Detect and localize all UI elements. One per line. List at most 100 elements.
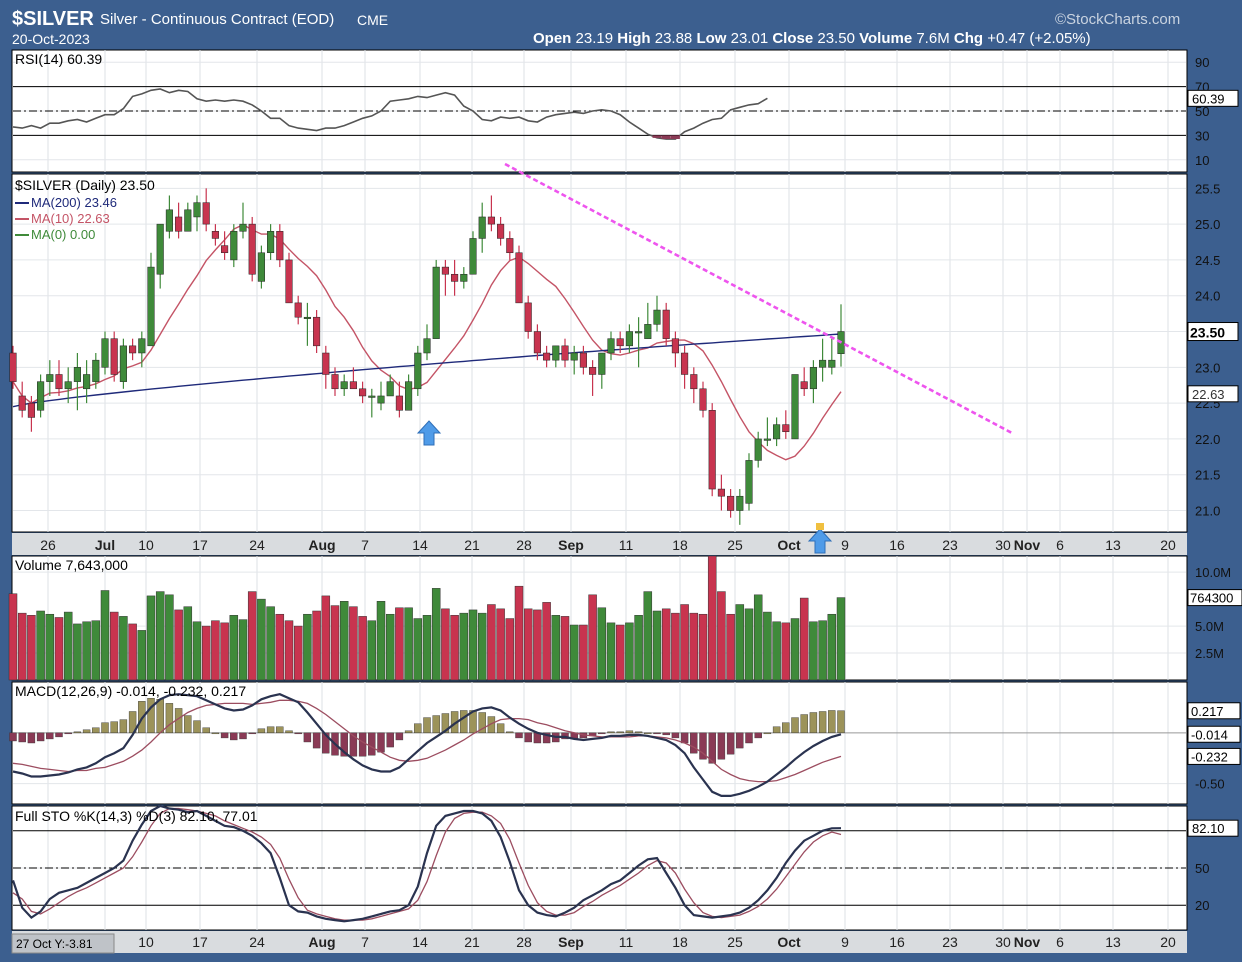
volume-bar [533,609,542,681]
volume-label: Volume [859,30,913,47]
ma10-last-value: 22.63 [1192,387,1225,402]
macd-histogram-bar [46,732,54,740]
volume-bar [303,613,312,681]
y-tick-label: 21.0 [1195,504,1220,519]
volume-bar [588,594,597,681]
date-label-bottom: 28 [516,934,532,950]
volume-bar [569,624,579,681]
macd-histogram-bar [414,723,422,734]
brand-label[interactable]: ©StockCharts.com [1055,11,1181,28]
date-label-top: 6 [1056,537,1064,553]
macd-histogram-bar [754,732,762,739]
volume-bar [211,620,220,681]
macd-histogram-bar [73,731,82,734]
date-label-top: 24 [249,537,265,553]
candle-body [497,223,505,239]
open-label: Open [533,30,572,47]
volume-bar [220,622,229,681]
candle-body [359,388,367,397]
macd-histogram-bar [441,713,450,734]
candle-body [230,231,238,261]
arrow-up-icon [807,528,833,554]
volume-bar [450,615,459,681]
macd-histogram-bar [27,732,36,744]
volume-bar [542,602,551,681]
chg-label: Chg [953,30,984,47]
close-value: 23.50 [817,30,855,47]
macd-histogram-bar [717,732,726,760]
candle-body [671,338,679,354]
macd-histogram-bar [542,732,551,744]
volume-bar [339,601,349,681]
candle-body [644,324,652,339]
macd-histogram-bar [368,732,376,756]
volume-bar [772,621,781,681]
candle-body [64,381,72,390]
macd-tag [1187,747,1241,765]
candle-body [515,252,523,304]
y-tick-label: 10.0M [1195,565,1231,580]
macd-histogram-bar [644,732,652,735]
candle-body [662,309,670,339]
candle-body [211,231,219,239]
volume-bar [753,594,763,681]
volume-bar [836,597,846,681]
candle-body [377,395,385,404]
macd-histogram-bar [690,732,698,754]
candle-body [828,359,836,368]
candle-body [9,352,17,382]
date-label-top: 14 [412,537,428,553]
low-value: 23.01 [730,30,769,47]
date-label-top: 7 [361,537,369,553]
macd-histogram-bar [349,732,358,757]
macd-histogram-bar [634,731,643,734]
candle-body [110,338,118,375]
macd-tag [1187,725,1241,743]
candle-body [598,352,606,375]
candle-body [681,352,689,375]
candle-body [478,216,486,239]
candle-body [699,388,707,411]
volume-bar [17,612,27,681]
volume-bar [459,612,469,681]
candle-body [819,359,827,368]
rsi-title: RSI(14) 60.39 [15,51,102,67]
volume-bar [82,621,91,681]
date-label-bottom: 25 [727,934,743,950]
macd-histogram-bar [828,710,836,734]
macd-histogram-bar [18,732,26,743]
macd-histogram-bar [220,732,229,739]
volume-bar [293,625,303,681]
volume-bar [698,613,708,681]
rsi-last-tag [1187,89,1239,107]
volume-bar [284,620,294,681]
macd-tag-value: -0.232 [1191,749,1228,764]
candle-body [193,202,201,218]
date-label-top: 26 [40,537,56,553]
rsi-line [12,88,768,140]
macd-histogram-bar [763,732,772,735]
macd-panel[interactable] [11,681,1188,805]
volume-bar [717,591,726,681]
sto-title: Full STO %K(14,3) %D(3) 82.10, 77.01 [15,808,258,824]
candle-body [46,374,54,382]
volume-bar [192,621,202,681]
candle-body [561,345,569,361]
macd-histogram-bar [818,711,827,734]
legend-entry: MA(0) 0.00 [31,227,95,242]
volume-bar [496,608,505,681]
candle-body [451,273,459,282]
volume-bar [441,608,450,681]
y-tick-label: 25.5 [1195,181,1220,196]
y-tick-label: 20 [1195,898,1209,913]
candle-body [285,259,293,304]
macd-histogram-bar [671,732,680,739]
macd-histogram-bar [386,732,394,748]
low-label: Low [696,30,727,47]
volume-bar [689,612,699,681]
candle-body [570,352,578,361]
candle-body [101,338,109,368]
sto-last-tag [1187,819,1239,837]
volume-bar [266,606,275,681]
